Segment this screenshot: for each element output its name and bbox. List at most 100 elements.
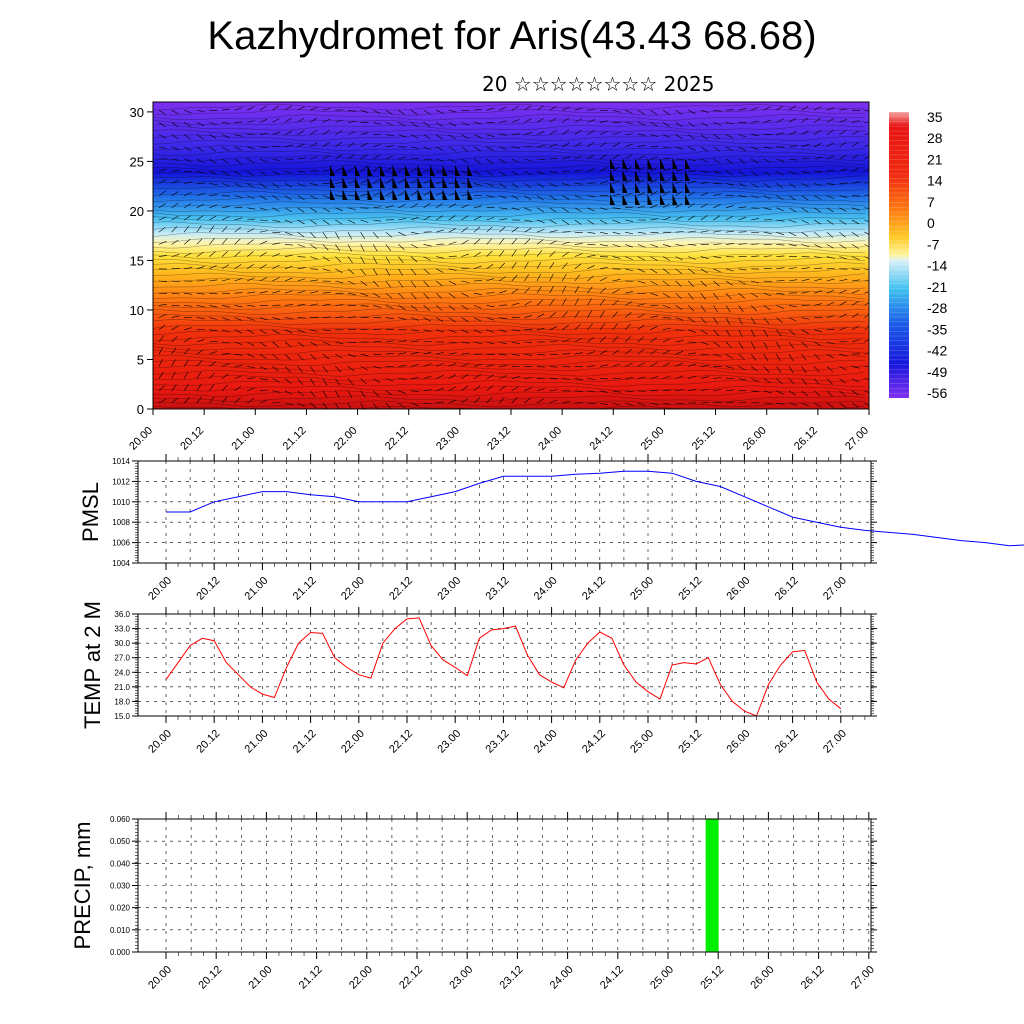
wind-barb [196, 339, 205, 343]
wind-barb [788, 402, 797, 406]
wind-barb [814, 278, 822, 282]
wind-barb [385, 145, 394, 148]
wind-barb [221, 341, 230, 344]
wind-barb [473, 251, 481, 257]
wind-barb [448, 341, 457, 344]
wind-barb [574, 155, 583, 160]
wind-barb [763, 106, 771, 111]
wind-barb [776, 366, 782, 374]
wind-barb [486, 134, 495, 137]
wind-barb [700, 109, 709, 113]
x-tick-label: 25.12 [690, 425, 718, 453]
wind-barb [310, 117, 318, 123]
wind-barb [751, 106, 759, 111]
wind-barb [209, 134, 217, 139]
wind-barb [398, 204, 406, 209]
jet-barb [685, 170, 690, 181]
x-tick-label: 20.12 [196, 964, 224, 992]
wind-barb [410, 158, 420, 160]
wind-barb [335, 142, 343, 148]
wind-barb [385, 205, 394, 209]
wind-barb [183, 397, 190, 404]
wind-barb [599, 298, 606, 306]
wind-barb [511, 397, 518, 404]
wind-barb [725, 292, 732, 300]
wind-barb [713, 204, 721, 209]
wind-barb [625, 206, 634, 209]
wind-barb [801, 183, 809, 188]
isoline [153, 211, 865, 218]
wind-barb [247, 317, 255, 321]
wind-barb [612, 256, 621, 259]
wind-barb [171, 215, 179, 221]
wind-barb [650, 375, 659, 379]
wind-barb [184, 191, 192, 196]
wind-barb [688, 388, 697, 392]
wind-barb [536, 158, 545, 161]
y-tick-label: 1010 [112, 498, 130, 507]
x-tick-label: 20.12 [194, 728, 222, 756]
wind-barb [171, 359, 176, 367]
wind-barb [322, 366, 329, 373]
wind-barb [788, 105, 796, 111]
wind-barb [662, 109, 670, 115]
wind-barb [398, 305, 406, 310]
jet-barb [330, 189, 335, 200]
wind-barb [272, 118, 280, 123]
wind-barb [184, 267, 193, 270]
isoline [153, 185, 866, 192]
x-tick-label: 24.12 [580, 728, 608, 756]
wind-barb [498, 262, 505, 270]
isoline [153, 303, 866, 310]
wind-barb [801, 231, 809, 237]
wind-barb [499, 218, 508, 221]
wind-barb [511, 195, 519, 200]
isoline [153, 237, 866, 244]
wind-barb [448, 352, 457, 355]
wind-barb [599, 364, 608, 367]
wind-barb [587, 402, 596, 405]
wind-barb [297, 402, 305, 407]
wind-barb [650, 134, 659, 137]
wind-barb [448, 386, 456, 392]
wind-barb [473, 280, 483, 282]
wind-barb [763, 195, 772, 200]
wind-barb [284, 353, 291, 361]
wind-barb [839, 301, 847, 306]
isoline [153, 170, 866, 177]
isoline [153, 318, 866, 326]
wind-barb [461, 280, 470, 283]
wind-barb [398, 156, 407, 160]
wind-barb [688, 203, 695, 209]
wind-barb [851, 219, 860, 225]
wind-barb [209, 194, 218, 196]
wind-barb [448, 305, 456, 311]
wind-barb [234, 397, 241, 404]
wind-barb [524, 118, 532, 123]
wind-barb [612, 323, 618, 330]
wind-barb [826, 390, 833, 397]
wind-barb [637, 336, 644, 343]
wind-barb [473, 226, 481, 233]
wind-barb [259, 105, 267, 111]
wind-barb [272, 231, 281, 234]
jet-barb [430, 189, 435, 200]
wind-barb [310, 256, 318, 260]
wind-barb [536, 239, 544, 245]
wind-barb [284, 277, 293, 282]
wind-barb [763, 170, 771, 176]
wind-barb [272, 378, 280, 383]
wind-barb [385, 178, 393, 184]
wind-barb [373, 178, 381, 184]
wind-barb [801, 354, 807, 361]
wind-barb [322, 353, 330, 360]
wind-barb [221, 170, 230, 176]
wind-barb [776, 195, 784, 201]
jet-barb [685, 158, 690, 169]
wind-barb [700, 305, 706, 312]
wind-barb [713, 317, 719, 325]
wind-barb [751, 134, 760, 136]
wind-barb [360, 132, 369, 135]
x-tick-label: 22.00 [339, 728, 367, 756]
